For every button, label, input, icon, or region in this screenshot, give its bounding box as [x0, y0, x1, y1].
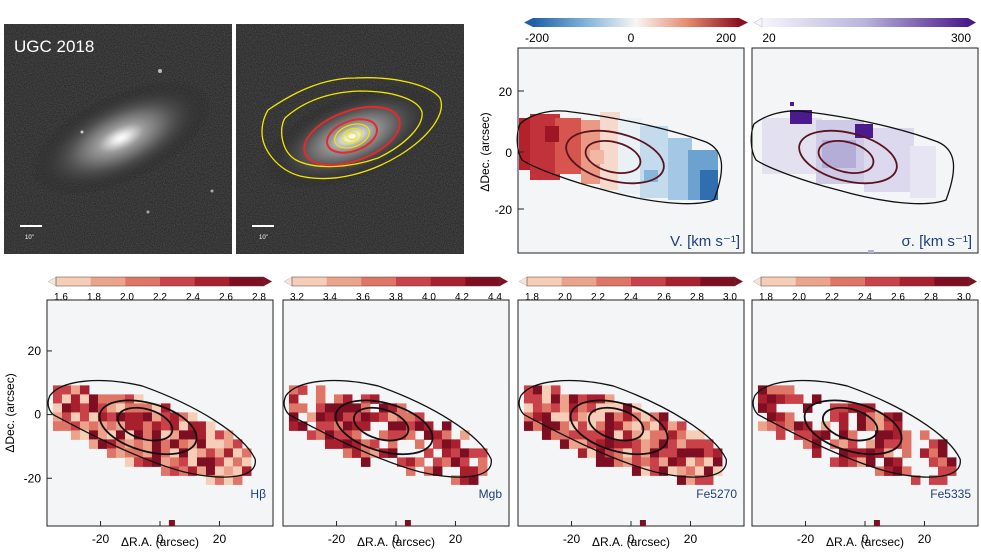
- x-tick: 20: [918, 532, 932, 546]
- velocity-colorbar: [533, 18, 739, 27]
- svg-text:20: 20: [499, 85, 513, 99]
- dispersion-colorbar: [762, 18, 968, 27]
- x-tick: 0: [393, 532, 400, 546]
- index-panel-0: 1.6 1.8 2.0 2.2 2.4 2.6 2.8 Hβ -20 0 20 ΔR.A. (arcs…: [3, 276, 274, 549]
- x-axis-label: ΔR.A. (arcsec): [826, 535, 904, 549]
- index-panels: 1.6 1.8 2.0 2.2 2.4 2.6 2.8 Hβ -20 0 20 ΔR.A. (arcs…: [3, 276, 979, 549]
- colorbar-tick: 2.8: [690, 292, 704, 303]
- x-tick: -20: [328, 532, 346, 546]
- x-tick: 0: [862, 532, 869, 546]
- colorbar-tick: 2.6: [891, 292, 905, 303]
- x-tick: -20: [797, 532, 815, 546]
- colorbar-tick: 3.0: [723, 292, 737, 303]
- index-label: Fe5270: [696, 487, 737, 501]
- colorbar-tick: 1.6: [54, 292, 68, 303]
- image-panel-contours: 10": [236, 24, 464, 254]
- x-tick: 0: [628, 532, 635, 546]
- colorbar-tick: 2.4: [858, 292, 872, 303]
- velocity-panel: -200 0 200 20 0 -20 ΔDec. (arcsec) V. [k…: [478, 18, 748, 254]
- svg-text:0: 0: [505, 146, 512, 160]
- svg-text:200: 200: [716, 31, 736, 45]
- colorbar-tick: 2.0: [558, 292, 572, 303]
- colorbar-tick: 4.4: [488, 292, 502, 303]
- svg-text:300: 300: [951, 31, 971, 45]
- contour-yellow-outer: [261, 77, 442, 180]
- colorbar-tick: 3.2: [290, 292, 304, 303]
- x-axis-label: ΔR.A. (arcsec): [592, 535, 670, 549]
- dispersion-label: σ. [km s⁻¹]: [901, 233, 972, 250]
- colorbar-tick: 4.0: [422, 292, 436, 303]
- velocity-label: V. [km s⁻¹]: [670, 233, 740, 250]
- colorbar-tick: 3.8: [389, 292, 403, 303]
- colorbar-tick: 2.2: [153, 292, 167, 303]
- svg-text:20: 20: [762, 31, 776, 45]
- index-panel-2: 1.8 2.0 2.2 2.4 2.6 2.8 3.0 Fe5270 -20 0 20 ΔR.A. (…: [517, 276, 745, 549]
- svg-text:-200: -200: [525, 31, 549, 45]
- colorbar-tick: 3.0: [957, 292, 971, 303]
- index-label: Hβ: [250, 487, 266, 501]
- x-tick: -20: [92, 532, 110, 546]
- colorbar-tick: 2.8: [924, 292, 938, 303]
- galaxy-label: UGC 2018: [14, 37, 94, 56]
- contour-red-inner: [326, 118, 378, 154]
- index-label: Fe5335: [930, 487, 971, 501]
- colorbar-tick: 2.4: [186, 292, 200, 303]
- colorbar-tick: 2.8: [252, 292, 266, 303]
- x-tick: 20: [449, 532, 463, 546]
- x-tick: -20: [563, 532, 581, 546]
- x-tick: 20: [684, 532, 698, 546]
- contour-red-outer: [303, 105, 401, 167]
- y-tick: 20: [28, 344, 42, 358]
- colorbar-tick: 2.2: [591, 292, 605, 303]
- index-label: Mgb: [479, 487, 503, 501]
- y-tick: -20: [24, 471, 42, 485]
- index-panel-1: 3.2 3.4 3.6 3.8 4.0 4.2 4.4 Mgb -20 0 20 ΔR.A. (arc…: [282, 276, 510, 549]
- colorbar-tick: 3.4: [323, 292, 337, 303]
- colorbar-tick: 2.0: [120, 292, 134, 303]
- y-axis-label: ΔDec. (arcsec): [3, 373, 17, 452]
- index-panel-3: 1.8 2.0 2.2 2.4 2.6 2.8 3.0 Fe5335 -20 0 20 ΔR.A. (…: [751, 276, 979, 549]
- x-tick: 0: [157, 532, 164, 546]
- colorbar-tick: 2.6: [219, 292, 233, 303]
- scale-bar-label-2: 10": [259, 235, 268, 241]
- image-panel-left: UGC 2018 10": [4, 24, 232, 254]
- colorbar-tick: 2.2: [825, 292, 839, 303]
- x-axis-label: ΔR.A. (arcsec): [121, 535, 199, 549]
- colorbar-tick: 1.8: [87, 292, 101, 303]
- colorbar-tick: 2.0: [792, 292, 806, 303]
- velocity-ylabel: ΔDec. (arcsec): [478, 112, 492, 191]
- colorbar-tick: 1.8: [525, 292, 539, 303]
- y-tick: 0: [34, 408, 41, 422]
- colorbar-tick: 1.8: [759, 292, 773, 303]
- contour-yellow-mid: [281, 90, 423, 168]
- x-tick: 20: [213, 532, 227, 546]
- svg-text:-20: -20: [495, 203, 513, 217]
- colorbar-tick: 2.4: [624, 292, 638, 303]
- dispersion-panel: 20 300 σ. [km s⁻¹]: [750, 17, 979, 254]
- scale-bar-label: 10": [25, 235, 34, 241]
- colorbar-tick: 3.6: [356, 292, 370, 303]
- colorbar-tick: 4.2: [455, 292, 469, 303]
- x-axis-label: ΔR.A. (arcsec): [357, 535, 435, 549]
- colorbar-tick: 2.6: [657, 292, 671, 303]
- svg-text:0: 0: [628, 31, 635, 45]
